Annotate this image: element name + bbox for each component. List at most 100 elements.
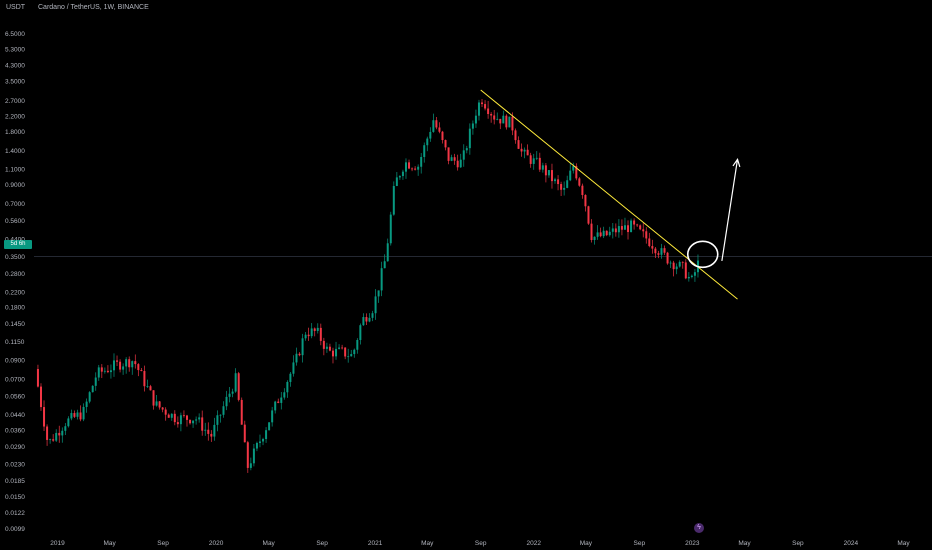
candle-body — [64, 426, 67, 431]
candle-body — [541, 165, 544, 170]
candle-body — [173, 413, 176, 423]
candle-body — [274, 401, 277, 411]
candle-body — [569, 170, 572, 181]
breakout-circle[interactable] — [686, 240, 719, 269]
candle-body — [161, 407, 164, 410]
candle-body — [271, 410, 274, 423]
candle-body — [605, 230, 608, 236]
candle-body — [112, 360, 115, 371]
candle-body — [462, 150, 465, 160]
candle-body — [109, 370, 112, 373]
candle-body — [246, 442, 249, 468]
candle-body — [52, 439, 55, 441]
candle-body — [420, 156, 423, 167]
candle-body — [514, 130, 517, 141]
price-unit-label: USDT — [6, 4, 26, 11]
candle-body — [484, 104, 487, 109]
candle-body — [611, 228, 614, 232]
candle-body — [249, 463, 252, 468]
candle-body — [70, 413, 73, 419]
candle-body — [627, 225, 630, 233]
candle-body — [657, 253, 660, 255]
candle-body — [550, 170, 553, 182]
candle-body — [620, 226, 623, 230]
candle-body — [456, 160, 459, 168]
candle-body — [499, 118, 502, 124]
time-tick-label: May — [897, 540, 910, 547]
candle-body — [672, 262, 675, 270]
candle-body — [243, 424, 246, 443]
candle-body — [596, 232, 599, 237]
candle-body — [149, 386, 152, 391]
candle-body — [210, 433, 213, 437]
candle-body — [535, 157, 538, 159]
time-axis[interactable]: 2019 May Sep 2020 May Sep 2021 May Sep 2022 May Sep… — [50, 540, 910, 547]
time-tick-label: 2020 — [209, 540, 224, 547]
candle-body — [234, 373, 237, 392]
price-tick-label: 0.5600 — [5, 218, 25, 225]
time-tick-label: 2024 — [844, 540, 859, 547]
candle-body — [383, 261, 386, 269]
candle-body — [642, 229, 645, 232]
candle-body — [593, 236, 596, 241]
candle-body — [639, 225, 642, 230]
candle-body — [401, 171, 404, 177]
candle-body — [344, 347, 347, 357]
candle-body — [414, 168, 417, 170]
time-tick-label: May — [104, 540, 117, 547]
price-tick-label: 0.1800 — [5, 305, 25, 312]
candle-body — [341, 347, 344, 349]
candle-body — [146, 386, 149, 388]
price-tick-label: 0.1450 — [5, 321, 25, 328]
candle-body — [255, 442, 258, 449]
candle-body — [529, 155, 532, 164]
candle-body — [268, 422, 271, 431]
candle-body — [231, 391, 234, 394]
candle-body — [651, 246, 654, 249]
price-tick-label: 0.1150 — [5, 339, 25, 346]
candle-body — [185, 415, 188, 420]
candle-body — [547, 170, 550, 176]
candle-body — [617, 226, 620, 233]
candle-body — [432, 120, 435, 132]
candle-body — [295, 353, 298, 363]
candle-body — [201, 417, 204, 431]
candle-body — [225, 396, 228, 407]
candle-body — [666, 252, 669, 264]
upward-arrow[interactable] — [721, 159, 739, 262]
candle-body — [602, 230, 605, 237]
descending-trendline[interactable] — [480, 89, 738, 300]
candle-body — [450, 157, 453, 161]
candle-body — [219, 414, 222, 416]
candle-body — [204, 429, 207, 431]
candle-body — [207, 429, 210, 434]
candle-body — [368, 317, 371, 322]
candle-body — [67, 418, 70, 427]
candle-body — [377, 290, 380, 297]
price-axis[interactable]: 6.5000 5.3000 4.3000 3.5000 2.7000 2.2000 1.80… — [5, 31, 25, 533]
price-tick-label: 0.0560 — [5, 394, 25, 401]
candle-body — [681, 261, 684, 263]
candle-body — [675, 266, 678, 270]
candle-body — [167, 414, 170, 418]
time-tick-label: Sep — [316, 540, 328, 547]
candle-body — [411, 168, 414, 170]
candle-body — [73, 413, 76, 417]
candle-body — [94, 377, 97, 386]
candle-body — [189, 419, 192, 424]
price-tick-label: 6.5000 — [5, 31, 25, 38]
candle-body — [465, 148, 468, 151]
candle-body — [380, 268, 383, 291]
candle-body — [636, 224, 639, 226]
candle-body — [347, 356, 350, 358]
candle-body — [176, 422, 179, 425]
lightning-event-icon[interactable]: ϟ — [694, 523, 704, 533]
candle-body — [359, 325, 362, 340]
symbol-title[interactable]: Cardano / TetherUS, 1W, BINANCE — [38, 4, 149, 11]
candle-body — [505, 115, 508, 128]
price-tick-label: 0.0440 — [5, 412, 25, 419]
candle-body — [444, 140, 447, 148]
price-tick-label: 1.8000 — [5, 129, 25, 136]
